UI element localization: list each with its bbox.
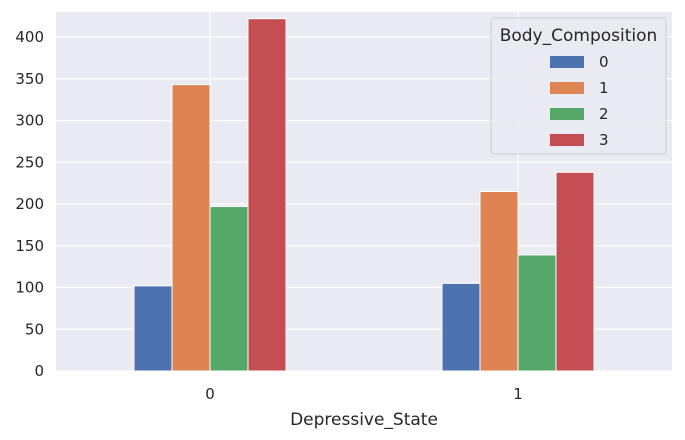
y-axis-ticks: 0 50 100 150 200 250 300 350 400 — [15, 28, 44, 380]
y-tick-label: 50 — [25, 320, 44, 338]
x-tick-label: 0 — [205, 385, 215, 403]
bar-cat-0-series-3 — [247, 18, 287, 372]
legend-label-3: 3 — [599, 131, 609, 149]
y-tick-label: 350 — [15, 70, 44, 88]
y-tick-label: 250 — [15, 153, 44, 171]
bar-cat-0-series-1 — [171, 84, 211, 372]
bar-cat-1-series-0 — [441, 282, 481, 372]
y-tick-label: 300 — [15, 112, 44, 130]
legend-swatch-2 — [550, 108, 584, 120]
legend-label-2: 2 — [599, 105, 609, 123]
legend-swatch-3 — [550, 134, 584, 146]
y-tick-label: 100 — [15, 279, 44, 297]
legend-items: 0 1 2 3 — [550, 53, 609, 149]
legend: Body_Composition 0 1 2 3 — [490, 17, 667, 155]
legend-swatch-1 — [550, 82, 584, 94]
legend-title: Body_Composition — [500, 26, 658, 46]
y-tick-label: 200 — [15, 195, 44, 213]
bar-cat-1-series-3 — [555, 171, 595, 372]
x-axis-label: Depressive_State — [290, 410, 438, 430]
bar-cat-1-series-2 — [517, 254, 557, 372]
bars — [133, 18, 595, 372]
legend-label-1: 1 — [599, 79, 609, 97]
legend-swatch-0 — [550, 56, 584, 68]
y-tick-label: 400 — [15, 28, 44, 46]
bar-cat-1-series-1 — [479, 191, 519, 372]
bar-cat-0-series-2 — [209, 206, 249, 372]
bar-cat-0-series-0 — [133, 285, 173, 372]
y-tick-label: 150 — [15, 237, 44, 255]
legend-label-0: 0 — [599, 53, 609, 71]
x-tick-label: 1 — [513, 385, 523, 403]
y-tick-label: 0 — [34, 362, 44, 380]
